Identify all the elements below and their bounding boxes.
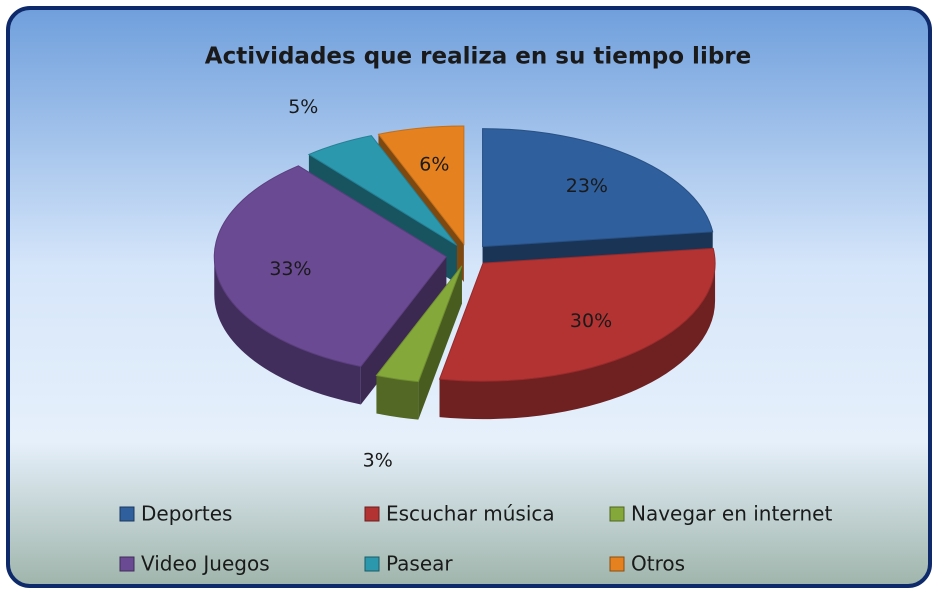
slice-top [482, 128, 714, 248]
legend-label: Escuchar música [386, 502, 555, 526]
pie-slice [213, 165, 448, 405]
data-label: 3% [363, 450, 393, 472]
data-label: 23% [566, 175, 608, 197]
legend-swatch [119, 506, 135, 522]
data-label: 30% [570, 310, 612, 332]
legend-swatch [364, 556, 380, 572]
legend-swatch [364, 506, 380, 522]
legend: Deportes Escuchar música Navegar en intern… [119, 502, 832, 576]
legend-swatch [119, 556, 135, 572]
data-label: 6% [419, 154, 449, 176]
chart-title: Actividades que realiza en su tiempo lib… [205, 44, 751, 70]
pie-slice [375, 265, 463, 420]
legend-swatch [609, 506, 625, 522]
slice-wall [376, 375, 419, 420]
slice-top [213, 165, 448, 368]
pie: 23% 30% 3% 33% 5% 6% [213, 96, 716, 472]
slice-top [438, 247, 716, 382]
legend-label: Otros [631, 552, 685, 576]
data-label: 33% [269, 258, 311, 280]
legend-label: Deportes [141, 502, 232, 526]
chart-background [6, 6, 932, 588]
slice-top [375, 265, 463, 383]
slice-top [307, 135, 458, 246]
slice-wall [439, 263, 716, 420]
legend-label: Video Juegos [141, 552, 270, 576]
slice-wall [214, 256, 361, 405]
legend-label: Navegar en internet [631, 502, 832, 526]
pie-slice [438, 247, 716, 420]
data-label: 5% [288, 96, 318, 118]
legend-swatch [609, 556, 625, 572]
legend-label: Pasear [386, 552, 453, 576]
slice-top [377, 125, 465, 246]
